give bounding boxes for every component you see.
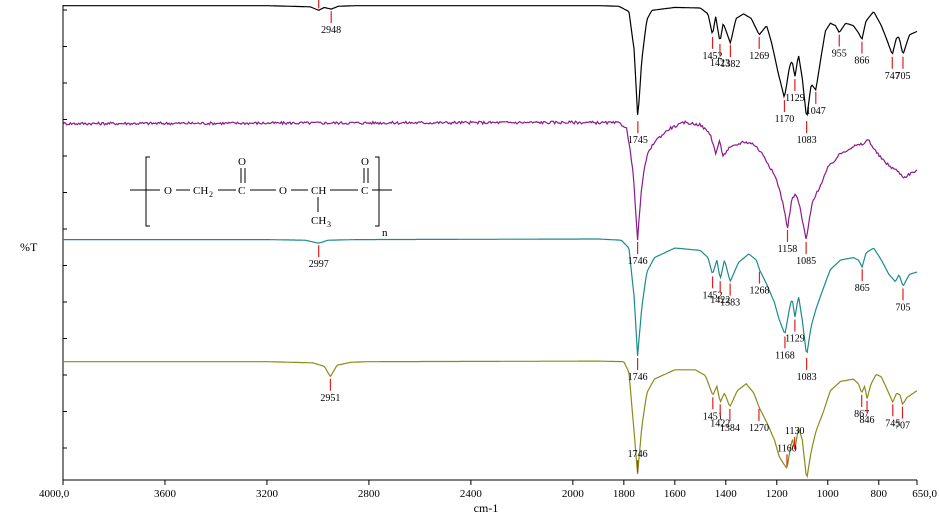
peak-label: 1745	[628, 135, 648, 146]
peak-label: 705	[895, 71, 910, 82]
peak-label: 1158	[778, 244, 798, 255]
structure-atom: C	[361, 185, 368, 197]
peak-label: 865	[855, 283, 870, 294]
peak-label: 1384	[720, 423, 740, 434]
peak-label: 1452	[703, 290, 723, 301]
spectra	[62, 5, 918, 479]
spectrum-line-4	[63, 360, 918, 479]
x-tick-label: 2400	[460, 488, 483, 500]
structure-atom: O	[238, 156, 246, 168]
peak-label: 1170	[775, 114, 795, 125]
peak-label: 866	[854, 56, 869, 67]
structure-repeat-n: n	[382, 227, 388, 239]
peak-label: 1168	[775, 350, 795, 361]
x-tick-label: 4000,0	[39, 488, 70, 500]
spectrum-line-1	[63, 5, 918, 117]
y-axis-label: %T	[20, 240, 38, 254]
peak-label: 1746	[628, 449, 648, 460]
peak-label: 1047	[806, 106, 826, 117]
y-axis	[62, 5, 67, 480]
peak-label: 1746	[628, 372, 648, 383]
peak-labels: 2997294817451452142313821269117011291083…	[309, 0, 910, 473]
peak-label: 1422	[710, 295, 730, 306]
peak-label: 745	[885, 418, 900, 429]
peak-label: 1452	[703, 51, 723, 62]
x-tick-label: 1000	[817, 488, 840, 500]
peak-label: 1451	[703, 411, 723, 422]
peak-label: 1129	[785, 334, 805, 345]
peak-label: 1268	[749, 286, 769, 297]
x-tick-label: 2800	[358, 488, 381, 500]
structure-atom: C	[238, 185, 245, 197]
x-tick-label: 650,0	[912, 488, 937, 500]
peak-label: 1083	[797, 135, 817, 146]
peak-label: 1130	[785, 426, 805, 437]
peak-label: 707	[895, 421, 910, 432]
x-tick-label: 1800	[613, 488, 636, 500]
peak-label: 1160	[777, 443, 797, 454]
x-tick-label: 3200	[256, 488, 279, 500]
peak-label: 846	[860, 415, 875, 426]
x-axis-label: cm-1	[474, 501, 499, 515]
peak-label: 1423	[710, 58, 730, 69]
x-axis: 4000,0 3600 3200 2800 2400 2000 1800 1600 1400 12…	[39, 479, 938, 500]
peak-label: 1746	[628, 256, 648, 267]
x-tick-label: 800	[871, 488, 888, 500]
x-tick-label: 1600	[664, 488, 687, 500]
peak-label: 1270	[749, 423, 769, 434]
peak-label: 955	[832, 49, 847, 60]
peak-label: 2997	[309, 259, 329, 270]
peak-label: 1382	[720, 59, 740, 70]
peak-label: 1269	[749, 51, 769, 62]
peak-label: 1129	[785, 93, 805, 104]
peak-label: 705	[895, 302, 910, 313]
spectrum-line-3	[63, 238, 918, 356]
x-tick-label: 2000	[562, 488, 585, 500]
structure-subscript: 2	[209, 190, 213, 199]
peak-label: 867	[854, 409, 869, 420]
peak-label: 1383	[720, 298, 740, 309]
peak-label: 1085	[796, 256, 816, 267]
x-tick-label: 1200	[766, 488, 789, 500]
spectrum-line-2	[62, 120, 918, 241]
peak-label: 1083	[797, 372, 817, 383]
peak-label: 2948	[321, 25, 341, 36]
peak-label: 1422	[710, 418, 730, 429]
structure-atom: O	[164, 185, 172, 197]
structure-subscript: 3	[327, 220, 331, 229]
x-tick-label: 1400	[715, 488, 738, 500]
structure-right-bracket	[375, 156, 380, 227]
peak-label: 2951	[320, 393, 340, 404]
chemical-structure: O CH 2 C O O CH CH 3 C O n	[130, 156, 392, 239]
structure-atom: O	[279, 185, 287, 197]
peak-label: 747	[885, 71, 900, 82]
x-tick-label: 3600	[154, 488, 177, 500]
structure-atom: CH	[193, 185, 208, 197]
structure-atom: CH	[311, 185, 326, 197]
structure-left-bracket	[145, 156, 150, 227]
structure-atom: O	[361, 156, 369, 168]
structure-atom: CH	[311, 215, 326, 227]
